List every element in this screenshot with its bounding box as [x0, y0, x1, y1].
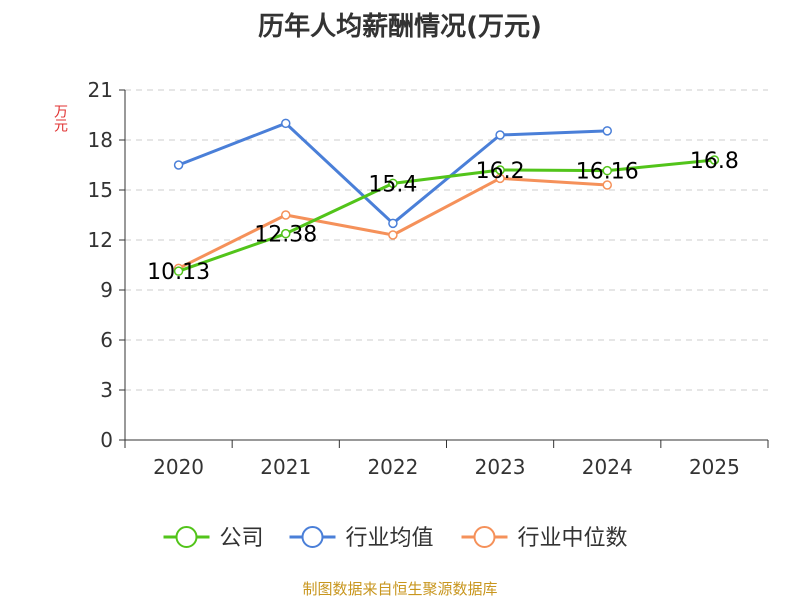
chart-title: 历年人均薪酬情况(万元)	[258, 12, 542, 42]
y-tick-label: 6	[100, 328, 113, 352]
x-tick-label: 2024	[582, 455, 633, 479]
data-label: 12.38	[254, 223, 317, 248]
x-tick-label: 2023	[475, 455, 526, 479]
y-tick-label: 15	[88, 178, 113, 202]
legend-label: 行业中位数	[518, 526, 628, 551]
data-point	[602, 180, 612, 190]
data-point	[495, 165, 505, 175]
y-tick-label: 21	[88, 78, 113, 102]
data-point	[602, 165, 612, 176]
data-point	[388, 178, 398, 189]
data-label: 10.13	[147, 260, 210, 285]
data-source-note: 制图数据来自恒生聚源数据库	[302, 580, 498, 598]
legend-marker	[175, 526, 198, 548]
data-label: 16.8	[690, 149, 739, 174]
data-label: 16.16	[576, 160, 639, 185]
y-tick-label: 0	[100, 428, 113, 452]
data-point	[281, 118, 291, 129]
y-tick-label: 9	[100, 278, 113, 302]
x-tick-label: 2022	[367, 455, 418, 479]
x-tick-label: 2020	[153, 455, 204, 479]
x-tick-label: 2025	[689, 455, 740, 479]
data-label: 16.2	[476, 159, 525, 184]
y-tick-label: 3	[100, 378, 113, 402]
data-point	[173, 266, 184, 276]
data-point	[173, 160, 184, 170]
data-point	[709, 155, 720, 165]
data-point	[281, 210, 291, 220]
y-tick-label: 18	[88, 128, 113, 152]
data-point	[495, 130, 505, 140]
x-tick-label: 2021	[260, 455, 311, 479]
y-tick-label: 12	[88, 228, 113, 252]
series-line-0	[178, 158, 715, 273]
legend-label: 公司	[220, 526, 264, 551]
data-label: 15.4	[368, 172, 417, 197]
data-point	[281, 228, 291, 239]
legend-label: 行业均值	[346, 526, 434, 551]
legend-marker	[301, 526, 324, 548]
data-point	[388, 230, 398, 240]
data-point	[602, 126, 612, 136]
data-point	[388, 218, 398, 229]
y-axis-label: 万元	[52, 104, 68, 132]
legend-marker	[473, 526, 496, 548]
